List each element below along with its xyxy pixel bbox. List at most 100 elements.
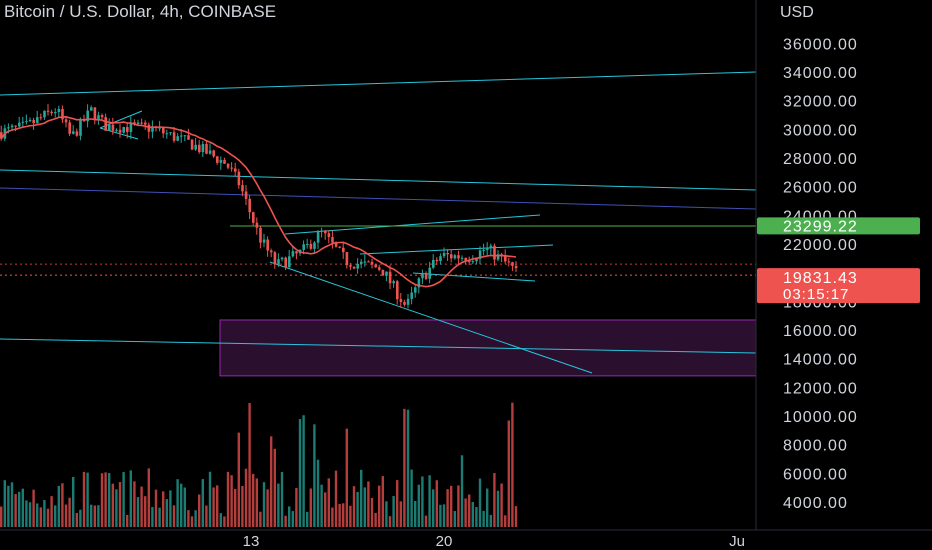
volume-bar xyxy=(61,483,64,527)
volume-bar xyxy=(3,480,6,527)
volume-bar xyxy=(162,491,165,527)
candle-body xyxy=(507,261,511,263)
candle-body xyxy=(453,255,457,259)
volume-bar xyxy=(446,489,449,527)
y-tick-label: 12000.00 xyxy=(783,380,858,397)
volume-bar xyxy=(460,455,464,527)
volume-bar xyxy=(255,478,258,527)
candle-body xyxy=(457,255,460,259)
volume-bar xyxy=(302,415,305,527)
candle-body xyxy=(255,222,259,228)
y-tick-label: 6000.00 xyxy=(783,466,848,483)
volume-bar xyxy=(118,482,122,527)
candle-body xyxy=(32,119,35,124)
candle-body xyxy=(468,261,471,263)
candle-body xyxy=(108,124,111,131)
volume-bar xyxy=(176,479,179,527)
volume-bar xyxy=(183,487,186,527)
candle-body xyxy=(356,263,359,269)
volume-bar xyxy=(147,468,150,527)
volume-bar xyxy=(122,472,125,527)
candle-body xyxy=(75,131,79,136)
volume-bar xyxy=(50,496,53,527)
candle-body xyxy=(511,262,514,266)
volume-bar xyxy=(154,489,158,527)
candle-body xyxy=(183,135,187,137)
volume-bar xyxy=(194,510,197,527)
volume-bar xyxy=(385,501,388,527)
candle-body xyxy=(421,272,424,279)
candle-body xyxy=(136,122,140,124)
candle-body xyxy=(201,143,205,153)
candle-body xyxy=(61,108,64,120)
volume-bar xyxy=(486,488,489,527)
x-tick-label: 20 xyxy=(436,533,453,550)
volume-bar xyxy=(223,516,226,527)
volume-bar xyxy=(482,510,485,527)
candle-body xyxy=(104,117,107,131)
volume-bar xyxy=(475,507,478,527)
candle-body xyxy=(388,271,392,284)
candle-body xyxy=(194,144,197,150)
candle-body xyxy=(295,251,298,254)
candle-body xyxy=(118,129,122,133)
volume-bar xyxy=(72,476,75,527)
volume-bar xyxy=(25,500,28,527)
volume-bar xyxy=(46,508,50,527)
volume-bar xyxy=(237,432,240,527)
volume-bar xyxy=(453,511,456,527)
candle-body xyxy=(57,108,61,113)
candle-body xyxy=(21,121,25,123)
volume-layer xyxy=(0,402,518,527)
volume-bar xyxy=(136,497,140,527)
volume-bar xyxy=(205,505,208,527)
candle-body xyxy=(36,117,39,124)
volume-bar xyxy=(298,419,302,527)
candle-body xyxy=(234,168,237,172)
candle-body xyxy=(165,133,169,135)
volume-bar xyxy=(18,491,21,527)
volume-bar xyxy=(208,471,212,527)
candle-body xyxy=(176,136,179,141)
candle-body xyxy=(190,139,194,150)
volume-bar xyxy=(514,506,518,527)
volume-bar xyxy=(504,515,507,527)
candle-body xyxy=(424,272,428,279)
candle-body xyxy=(288,256,291,268)
volume-bar xyxy=(248,403,251,527)
candle-body xyxy=(230,167,233,169)
volume-bar xyxy=(291,511,294,527)
volume-bar xyxy=(270,436,273,527)
candle-body xyxy=(460,257,464,259)
candle-body xyxy=(216,156,219,163)
upper-channel-line xyxy=(0,71,757,96)
volume-bar xyxy=(93,505,96,527)
volume-bar xyxy=(374,512,377,527)
volume-bar xyxy=(100,473,104,527)
volume-bar xyxy=(0,506,3,527)
candle-body xyxy=(306,243,309,245)
candle-body xyxy=(360,261,363,264)
candle-body xyxy=(504,256,507,262)
candle-body xyxy=(280,257,284,260)
volume-bar xyxy=(471,502,474,527)
candle-body xyxy=(43,110,46,118)
candle-body xyxy=(144,122,147,125)
volume-bar xyxy=(428,475,431,527)
trendline-layer xyxy=(0,0,932,531)
candle-body xyxy=(378,267,381,270)
volume-bar xyxy=(165,499,168,527)
candle-body xyxy=(241,185,244,192)
y-tick-label: 36000.00 xyxy=(783,36,858,53)
candle-body xyxy=(115,129,118,131)
volume-bar xyxy=(349,505,352,527)
volume-bar xyxy=(457,485,460,527)
candle-body xyxy=(212,150,215,157)
candle-body xyxy=(374,264,377,268)
y-tick-label: 32000.00 xyxy=(783,94,858,111)
volume-bar xyxy=(284,515,287,527)
candle-body xyxy=(64,119,68,123)
y-tick-label: 28000.00 xyxy=(783,151,858,168)
volume-bar xyxy=(324,492,327,527)
